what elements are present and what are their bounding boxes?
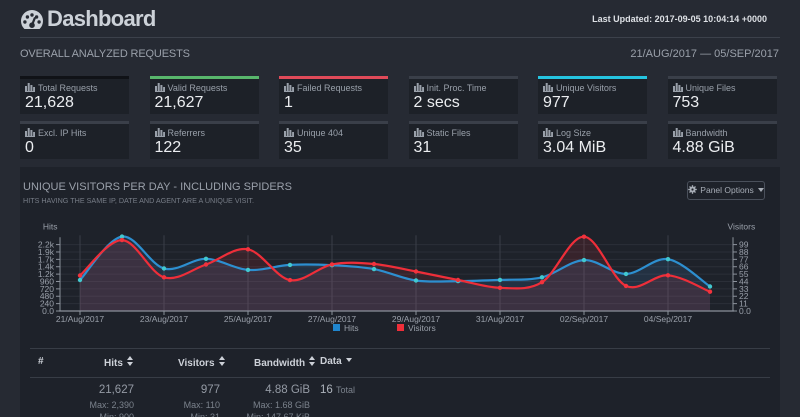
svg-text:11: 11 xyxy=(739,299,748,309)
svg-text:960: 960 xyxy=(40,276,54,286)
svg-text:1.7k: 1.7k xyxy=(38,254,55,264)
svg-text:99: 99 xyxy=(739,240,749,250)
svg-text:31/Aug/2017: 31/Aug/2017 xyxy=(476,314,524,324)
svg-text:02/Sep/2017: 02/Sep/2017 xyxy=(560,314,608,324)
svg-text:2.2k: 2.2k xyxy=(38,240,55,250)
svg-text:27/Aug/2017: 27/Aug/2017 xyxy=(308,314,356,324)
svg-text:480: 480 xyxy=(40,291,54,301)
svg-text:1.2k: 1.2k xyxy=(38,269,55,279)
svg-text:0.0: 0.0 xyxy=(42,306,54,316)
svg-text:22: 22 xyxy=(739,291,749,301)
svg-text:1.4k: 1.4k xyxy=(38,262,55,272)
svg-text:1.9k: 1.9k xyxy=(38,247,55,257)
svg-text:77: 77 xyxy=(739,254,749,264)
svg-text:Hits: Hits xyxy=(344,323,359,333)
svg-text:55: 55 xyxy=(739,269,749,279)
svg-text:33: 33 xyxy=(739,284,749,294)
svg-text:04/Sep/2017: 04/Sep/2017 xyxy=(644,314,692,324)
svg-text:88: 88 xyxy=(739,247,749,257)
svg-text:25/Aug/2017: 25/Aug/2017 xyxy=(224,314,272,324)
svg-text:29/Aug/2017: 29/Aug/2017 xyxy=(392,314,440,324)
svg-text:Visitors: Visitors xyxy=(728,222,756,232)
svg-text:44: 44 xyxy=(739,276,749,286)
svg-text:Hits: Hits xyxy=(43,222,58,232)
svg-text:66: 66 xyxy=(739,262,749,272)
svg-text:Visitors: Visitors xyxy=(408,323,436,333)
svg-text:720: 720 xyxy=(40,284,54,294)
svg-text:0.0: 0.0 xyxy=(739,306,751,316)
svg-text:240: 240 xyxy=(40,299,54,309)
svg-text:23/Aug/2017: 23/Aug/2017 xyxy=(140,314,188,324)
svg-text:21/Aug/2017: 21/Aug/2017 xyxy=(56,314,104,324)
